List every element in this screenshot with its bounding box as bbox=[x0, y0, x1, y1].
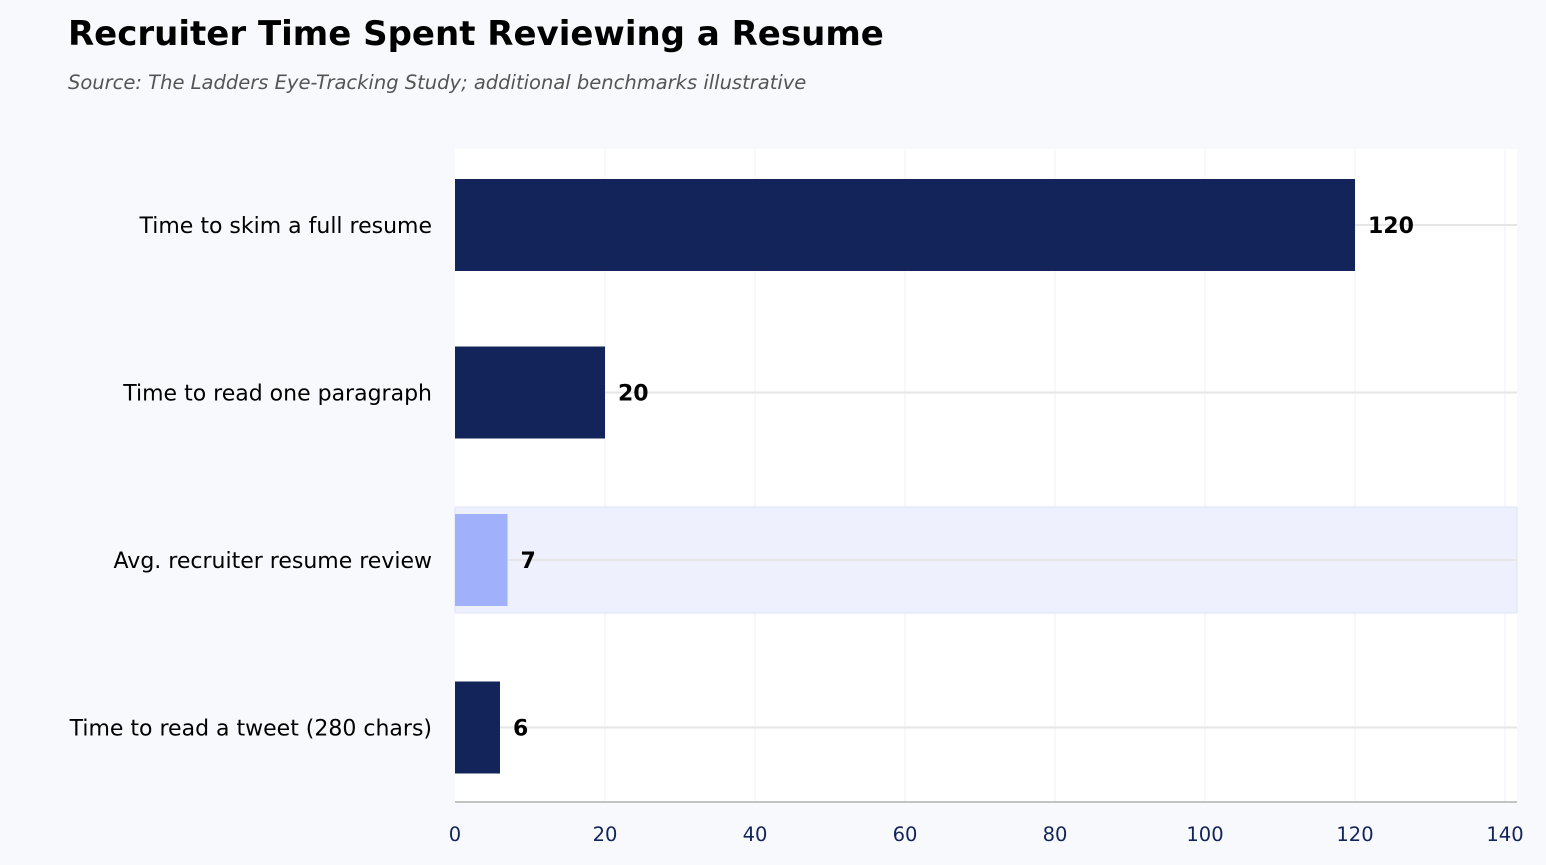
category-label: Time to skim a full resume bbox=[139, 214, 433, 239]
value-label: 120 bbox=[1368, 214, 1414, 239]
x-tick-label: 100 bbox=[1186, 823, 1223, 846]
value-label: 6 bbox=[513, 717, 528, 742]
bar bbox=[455, 681, 500, 774]
category-label: Avg. recruiter resume review bbox=[114, 549, 432, 574]
x-tick-label: 0 bbox=[449, 823, 461, 846]
value-label: 7 bbox=[521, 549, 536, 574]
x-tick-label: 80 bbox=[1043, 823, 1068, 846]
x-tick-label: 40 bbox=[743, 823, 768, 846]
value-label: 20 bbox=[618, 382, 649, 407]
category-label: Time to read one paragraph bbox=[122, 382, 432, 407]
bar bbox=[455, 514, 508, 606]
bar bbox=[455, 179, 1355, 271]
chart-subtitle: Source: The Ladders Eye-Tracking Study; … bbox=[68, 71, 807, 94]
x-tick-label: 20 bbox=[593, 823, 618, 846]
x-tick-label: 60 bbox=[893, 823, 918, 846]
x-tick-label: 140 bbox=[1486, 823, 1523, 846]
x-tick-label: 120 bbox=[1336, 823, 1373, 846]
chart-title: Recruiter Time Spent Reviewing a Resume bbox=[68, 14, 884, 54]
bar bbox=[455, 346, 605, 439]
category-label: Time to read a tweet (280 chars) bbox=[69, 717, 432, 742]
